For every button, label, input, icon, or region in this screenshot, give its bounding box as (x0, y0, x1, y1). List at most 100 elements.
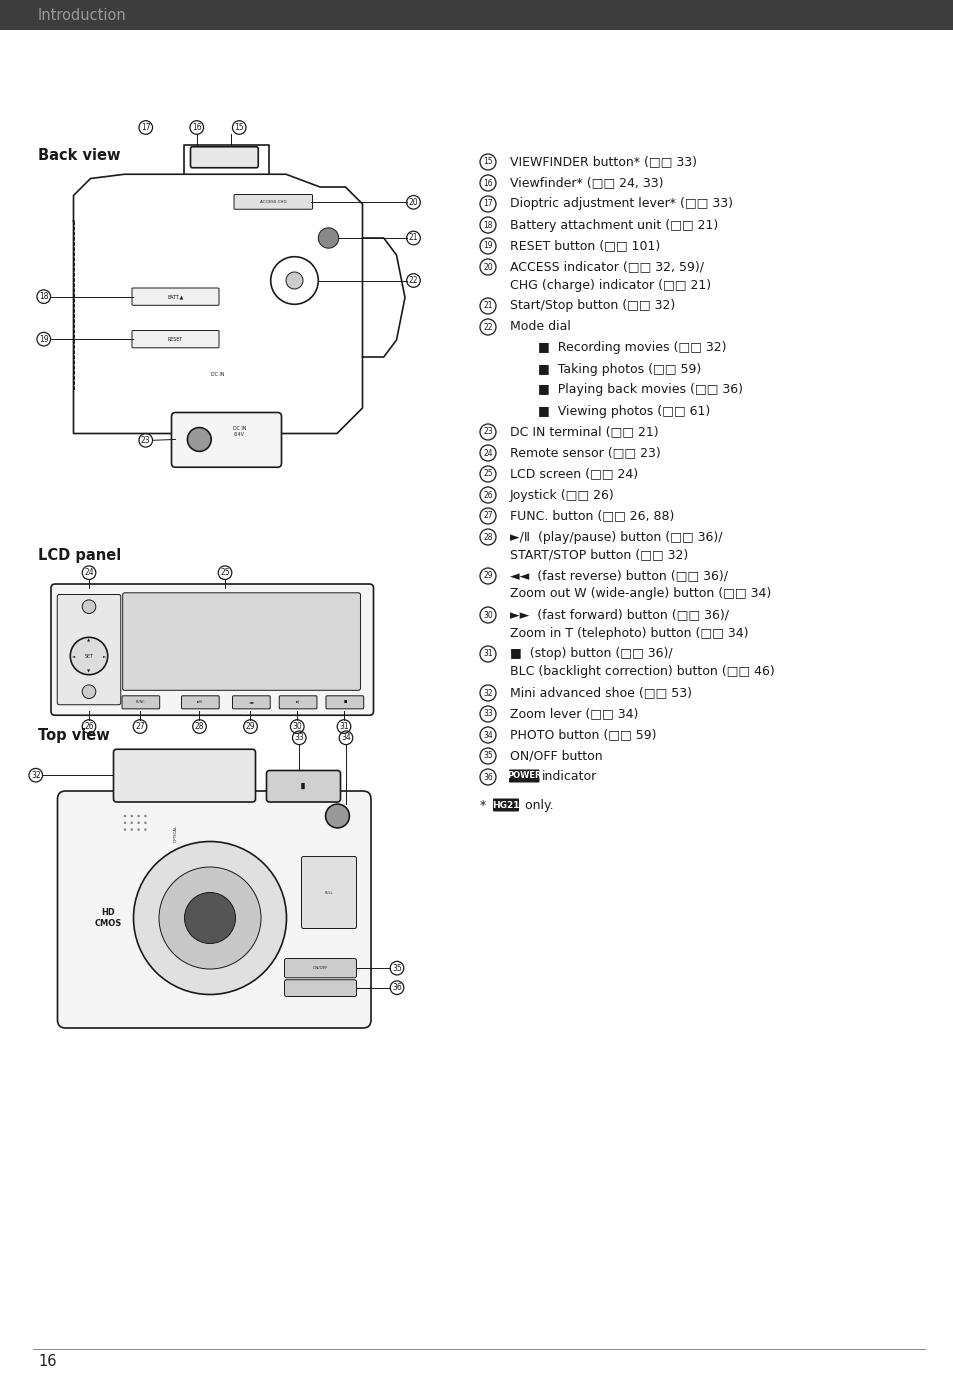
Text: ►: ► (103, 654, 106, 658)
Text: 30: 30 (482, 611, 493, 619)
Text: 31: 31 (482, 650, 493, 659)
Text: HG21: HG21 (492, 800, 519, 809)
Text: 35: 35 (392, 964, 401, 972)
Circle shape (137, 822, 140, 825)
Text: ■  (stop) button (□□ 36)/: ■ (stop) button (□□ 36)/ (510, 648, 672, 661)
Text: HD
CMOS: HD CMOS (94, 909, 121, 928)
Text: ON/OFF button: ON/OFF button (510, 750, 602, 763)
Text: 29: 29 (246, 723, 255, 731)
Text: ►►  (fast forward) button (□□ 36)/: ►► (fast forward) button (□□ 36)/ (510, 608, 728, 622)
Circle shape (131, 815, 132, 818)
Text: ■  Playing back movies (□□ 36): ■ Playing back movies (□□ 36) (537, 383, 742, 397)
FancyBboxPatch shape (132, 331, 219, 348)
Text: FULL: FULL (324, 891, 333, 895)
Text: 25: 25 (220, 568, 230, 578)
Text: RESET button (□□ 101): RESET button (□□ 101) (510, 240, 659, 252)
Text: 27: 27 (135, 723, 145, 731)
Text: FUNC.: FUNC. (135, 701, 146, 703)
Circle shape (133, 841, 286, 994)
Circle shape (184, 892, 235, 943)
Text: 16: 16 (38, 1354, 56, 1368)
Text: VIEWFINDER button* (□□ 33): VIEWFINDER button* (□□ 33) (510, 156, 697, 168)
Text: ►|: ►| (295, 701, 300, 703)
Text: 27: 27 (482, 512, 493, 520)
Text: 23: 23 (141, 436, 151, 445)
Text: DC IN terminal (□□ 21): DC IN terminal (□□ 21) (510, 426, 658, 439)
Text: 26: 26 (482, 491, 493, 499)
FancyBboxPatch shape (284, 958, 356, 978)
Circle shape (137, 815, 140, 818)
Circle shape (318, 228, 338, 248)
Text: 30: 30 (292, 723, 302, 731)
Text: ▲: ▲ (88, 638, 91, 643)
Text: LCD screen (□□ 24): LCD screen (□□ 24) (510, 467, 638, 480)
Text: 16: 16 (482, 178, 493, 188)
Circle shape (124, 815, 126, 818)
Text: only.: only. (520, 800, 553, 812)
FancyBboxPatch shape (233, 696, 270, 709)
Circle shape (124, 822, 126, 825)
Text: Introduction: Introduction (38, 7, 127, 22)
Text: Zoom in T (telephoto) button (□□ 34): Zoom in T (telephoto) button (□□ 34) (510, 626, 748, 640)
FancyBboxPatch shape (191, 146, 258, 168)
Text: 15: 15 (482, 157, 493, 167)
Text: 36: 36 (482, 772, 493, 782)
Text: Back view: Back view (38, 148, 120, 163)
FancyBboxPatch shape (284, 979, 356, 997)
Text: ON/OFF: ON/OFF (313, 967, 328, 971)
Text: 33: 33 (482, 710, 493, 718)
Text: 29: 29 (482, 571, 493, 581)
Text: ■  Viewing photos (□□ 61): ■ Viewing photos (□□ 61) (537, 404, 709, 418)
Circle shape (187, 427, 211, 451)
Circle shape (82, 685, 95, 699)
Text: 18: 18 (483, 221, 493, 229)
Text: ◄: ◄ (72, 654, 75, 658)
Text: 34: 34 (482, 731, 493, 739)
Text: DC IN: DC IN (212, 371, 225, 376)
Circle shape (159, 867, 261, 969)
Text: Joystick (□□ 26): Joystick (□□ 26) (510, 488, 614, 502)
Text: Battery attachment unit (□□ 21): Battery attachment unit (□□ 21) (510, 218, 718, 232)
Text: START/STOP button (□□ 32): START/STOP button (□□ 32) (510, 549, 687, 561)
FancyBboxPatch shape (132, 288, 219, 305)
Text: 28: 28 (194, 723, 204, 731)
Text: ■  Taking photos (□□ 59): ■ Taking photos (□□ 59) (537, 363, 700, 375)
Text: RESET: RESET (168, 336, 183, 342)
Text: ►/II: ►/II (197, 701, 203, 703)
Text: Top view: Top view (38, 728, 110, 743)
Text: Zoom out W (wide-angle) button (□□ 34): Zoom out W (wide-angle) button (□□ 34) (510, 587, 770, 600)
Text: PHOTO button (□□ 59): PHOTO button (□□ 59) (510, 728, 656, 742)
Text: 20: 20 (482, 262, 493, 272)
Text: ■: ■ (343, 701, 346, 703)
Text: indicator: indicator (541, 771, 597, 783)
Text: FUNC. button (□□ 26, 88): FUNC. button (□□ 26, 88) (510, 509, 674, 523)
Text: Start/Stop button (□□ 32): Start/Stop button (□□ 32) (510, 299, 675, 313)
Circle shape (144, 822, 147, 825)
Text: ▼: ▼ (88, 669, 91, 673)
Text: 20: 20 (408, 197, 417, 207)
FancyBboxPatch shape (57, 594, 121, 705)
FancyBboxPatch shape (493, 798, 518, 811)
FancyBboxPatch shape (326, 696, 363, 709)
Circle shape (286, 272, 303, 290)
FancyBboxPatch shape (123, 593, 360, 691)
Text: 22: 22 (483, 323, 493, 331)
Text: DC IN
8.4V: DC IN 8.4V (233, 426, 246, 437)
Text: 36: 36 (392, 983, 401, 993)
Text: 17: 17 (482, 200, 493, 208)
FancyBboxPatch shape (509, 769, 539, 782)
FancyBboxPatch shape (279, 696, 316, 709)
FancyBboxPatch shape (233, 194, 313, 210)
Text: Mini advanced shoe (□□ 53): Mini advanced shoe (□□ 53) (510, 687, 691, 699)
Text: 19: 19 (482, 241, 493, 251)
Text: 17: 17 (141, 123, 151, 132)
Text: 24: 24 (482, 448, 493, 458)
Text: 16: 16 (192, 123, 201, 132)
Text: 32: 32 (482, 688, 493, 698)
Text: ▐▌: ▐▌ (298, 783, 308, 789)
Circle shape (325, 804, 349, 827)
Circle shape (137, 829, 140, 832)
Text: SET: SET (85, 654, 93, 659)
Text: 21: 21 (408, 233, 417, 243)
Text: Mode dial: Mode dial (510, 320, 570, 334)
